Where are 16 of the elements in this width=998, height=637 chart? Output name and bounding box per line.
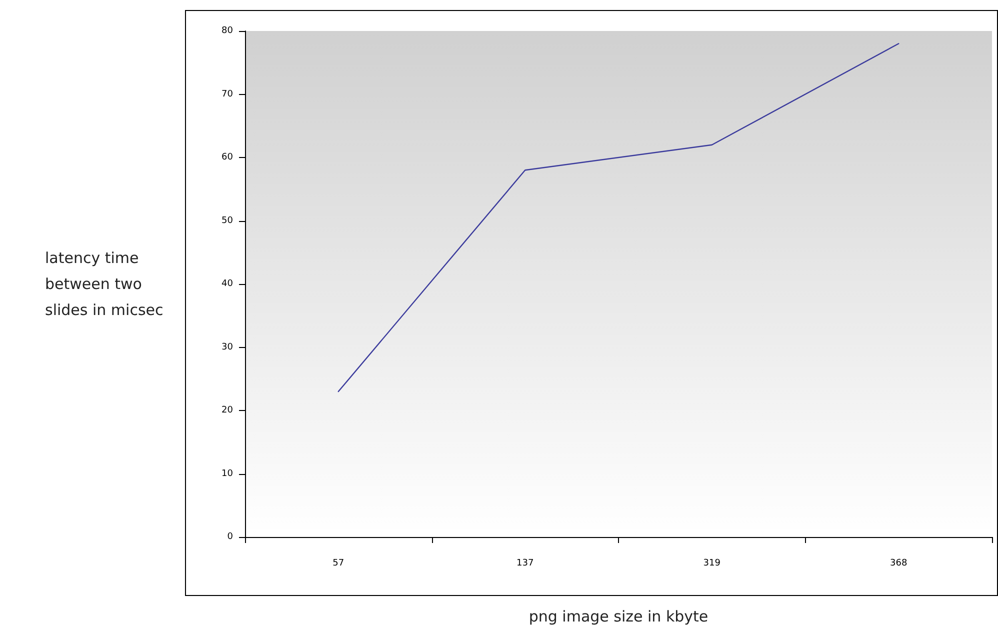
x-tick-label: 319 (703, 558, 721, 568)
y-tick-label: 0 (227, 532, 234, 542)
x-axis-title: png image size in kbyte (528, 608, 708, 626)
y-tick-label: 20 (222, 406, 234, 416)
y-tick-label: 70 (222, 89, 234, 100)
y-tick-label: 80 (222, 26, 234, 36)
y-tick-label: 10 (222, 468, 234, 479)
x-tick-label: 57 (332, 558, 344, 568)
y-tick-label: 60 (222, 152, 234, 162)
x-tick-label: 137 (516, 558, 534, 568)
y-axis-title: latency time between two slides in micsec (45, 249, 164, 319)
line-series (338, 43, 900, 392)
y-tick-label: 30 (222, 342, 234, 352)
y-tick-label: 40 (222, 279, 234, 289)
y-tick-label: 50 (222, 216, 234, 226)
x-tick-label: 368 (890, 558, 908, 568)
